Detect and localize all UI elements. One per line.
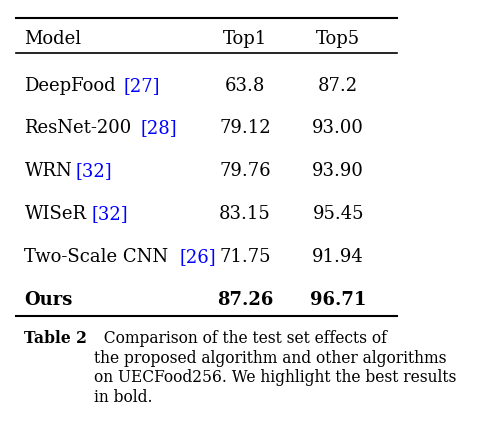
Text: 91.94: 91.94 — [312, 248, 364, 266]
Text: Table 2: Table 2 — [24, 330, 87, 347]
Text: 96.71: 96.71 — [310, 291, 366, 308]
Text: 93.90: 93.90 — [312, 162, 364, 180]
Text: Top5: Top5 — [316, 30, 360, 48]
Text: Two-Scale CNN: Two-Scale CNN — [24, 248, 168, 266]
Text: WRN: WRN — [24, 162, 72, 180]
Text: Top1: Top1 — [223, 30, 267, 48]
Text: 63.8: 63.8 — [225, 77, 265, 95]
Text: [27]: [27] — [123, 77, 160, 95]
Text: 79.76: 79.76 — [219, 162, 271, 180]
Text: WISeR: WISeR — [24, 205, 87, 223]
Text: [28]: [28] — [140, 119, 177, 138]
Text: 83.15: 83.15 — [219, 205, 271, 223]
Text: ResNet-200: ResNet-200 — [24, 119, 132, 138]
Text: 79.12: 79.12 — [219, 119, 271, 138]
Text: Comparison of the test set effects of
the proposed algorithm and other algorithm: Comparison of the test set effects of th… — [94, 330, 457, 406]
Text: 71.75: 71.75 — [219, 248, 271, 266]
Text: 87.26: 87.26 — [217, 291, 273, 308]
Text: 87.2: 87.2 — [318, 77, 358, 95]
Text: DeepFood: DeepFood — [24, 77, 116, 95]
Text: Model: Model — [24, 30, 81, 48]
Text: [26]: [26] — [180, 248, 217, 266]
Text: 95.45: 95.45 — [313, 205, 364, 223]
Text: [32]: [32] — [91, 205, 128, 223]
Text: 93.00: 93.00 — [312, 119, 364, 138]
Text: [32]: [32] — [76, 162, 113, 180]
Text: Ours: Ours — [24, 291, 73, 308]
